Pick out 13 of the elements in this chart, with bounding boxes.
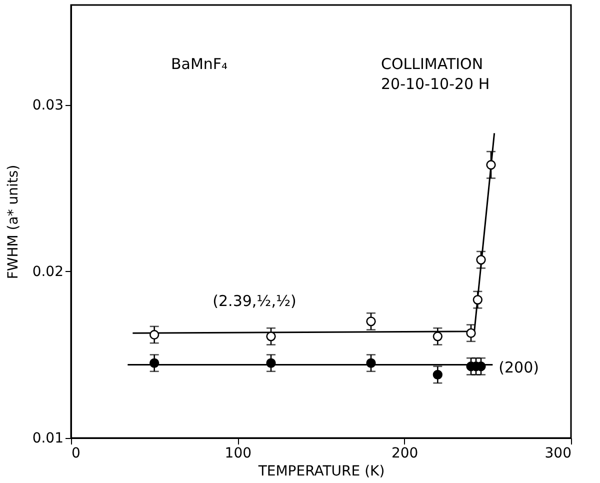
y-tick-label: 0.01 — [32, 430, 64, 446]
series-label: (2.39,½,½) — [212, 292, 296, 310]
y-tick-label: 0.02 — [32, 264, 64, 280]
x-axis-title: TEMPERATURE (K) — [257, 464, 385, 480]
x-tick-label: 200 — [391, 446, 418, 462]
x-tick-label: 100 — [224, 446, 252, 462]
y-axis-title: FWHM (a* units) — [5, 164, 22, 280]
x-tick-label: 0 — [72, 446, 80, 462]
series-label: (200) — [498, 358, 540, 377]
y-tick-label: 0.03 — [32, 97, 64, 114]
x-tick-label: 300 — [544, 446, 572, 462]
annotation: BaMnF₄ — [171, 55, 228, 73]
annotation: COLLIMATION 20-10-10-20 H — [381, 55, 490, 93]
